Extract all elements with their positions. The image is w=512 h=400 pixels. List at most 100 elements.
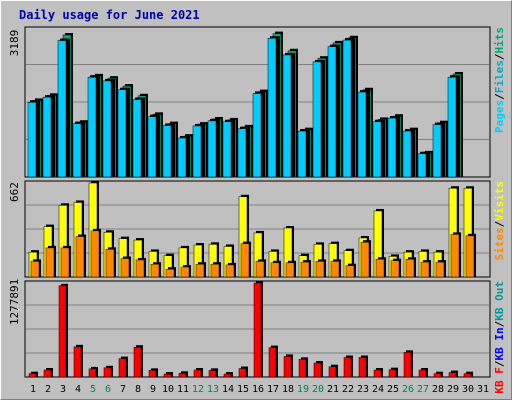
day-label: 30 <box>462 384 474 395</box>
day-label: 8 <box>135 384 141 395</box>
hits-bar <box>73 124 81 177</box>
day-label: 9 <box>150 384 156 395</box>
hits-bar <box>133 99 141 177</box>
kbf-bar <box>254 283 261 377</box>
legend-sites-visits: Sites/Visits <box>493 181 506 261</box>
day-label: 6 <box>105 384 111 395</box>
hits-bar <box>268 38 276 177</box>
day-label: 17 <box>267 384 279 395</box>
hits-bar <box>328 47 336 177</box>
hits-bar <box>283 55 291 177</box>
hits-bar <box>163 125 171 177</box>
sites-bar <box>421 262 429 277</box>
day-label: 22 <box>342 384 354 395</box>
day-label: 1 <box>30 384 36 395</box>
kbf-bar <box>374 370 381 377</box>
hits-bar <box>103 81 111 177</box>
hits-bar <box>58 41 66 177</box>
legend-hits-files-pages-hits: Hits <box>493 27 506 54</box>
hits-bar <box>118 90 126 177</box>
sites-bar <box>106 249 114 277</box>
sites-bar <box>151 264 159 277</box>
day-label: 7 <box>120 384 126 395</box>
legend-kbytes-kb-in: KB In <box>493 327 506 360</box>
kbf-bar <box>149 370 156 377</box>
legend-sites-visits-sites: Sites <box>493 227 506 260</box>
panel-2-ymax-label: 662 <box>8 182 21 202</box>
sites-bar <box>256 261 264 277</box>
day-label: 13 <box>207 384 219 395</box>
legend-hits-files-pages-files: Files <box>493 60 506 93</box>
day-label: 12 <box>192 384 204 395</box>
kbf-bar <box>419 370 426 377</box>
kbf-bar <box>344 358 351 377</box>
day-label: 20 <box>312 384 324 395</box>
kbf-bar <box>119 359 126 377</box>
kbf-bar <box>299 359 306 377</box>
kbf-bar <box>89 369 96 377</box>
kbf-bar <box>239 369 246 377</box>
legend-kbytes-kb-out: KB Out <box>493 281 506 321</box>
kbf-bar <box>209 370 216 377</box>
kbf-bar <box>179 373 186 377</box>
sites-bar <box>46 248 54 277</box>
sites-bar <box>361 242 369 277</box>
legend-sites-visits-visits: Visits <box>493 181 506 221</box>
kbf-bar <box>404 352 411 377</box>
day-label: 14 <box>222 384 234 395</box>
day-label: 27 <box>417 384 429 395</box>
day-label: 25 <box>387 384 399 395</box>
kbf-bar <box>359 358 366 377</box>
sites-bar <box>376 259 384 277</box>
day-label: 21 <box>327 384 339 395</box>
day-label: 23 <box>357 384 369 395</box>
hits-bar <box>343 40 351 177</box>
sites-bar <box>406 259 414 277</box>
hits-bar <box>28 102 36 177</box>
sites-bar <box>61 248 69 277</box>
kbf-bar <box>194 370 201 377</box>
panel-3-ymax-label: 1277891 <box>8 279 21 325</box>
hits-bar <box>388 118 396 177</box>
day-label: 5 <box>90 384 96 395</box>
kbf-bar <box>464 374 471 377</box>
day-label: 15 <box>237 384 249 395</box>
hits-bar <box>448 77 456 177</box>
hits-bar <box>373 122 381 177</box>
hits-bar <box>358 92 366 177</box>
day-label: 29 <box>447 384 459 395</box>
sites-bar <box>76 237 84 277</box>
hits-bar <box>208 121 216 177</box>
hits-bar <box>238 129 246 177</box>
day-label: 28 <box>432 384 444 395</box>
sites-bar <box>91 231 99 277</box>
hits-bar <box>178 138 186 177</box>
hits-bar <box>193 126 201 177</box>
sites-bar <box>286 263 294 277</box>
sites-bar <box>136 260 144 277</box>
legend-hits-files-pages: Pages/Files/Hits <box>493 27 506 133</box>
day-label: 19 <box>297 384 309 395</box>
hits-bar <box>88 77 96 177</box>
sites-bar <box>436 262 444 277</box>
sites-bar <box>211 264 219 277</box>
day-label: 18 <box>282 384 294 395</box>
kbf-bar <box>329 367 336 377</box>
kbf-bar <box>29 374 36 377</box>
kbf-bar <box>269 348 276 377</box>
sites-bar <box>241 244 249 277</box>
kbf-bar <box>314 363 321 377</box>
sites-bar <box>466 236 474 277</box>
kbf-bar <box>164 374 171 377</box>
hits-bar <box>418 154 426 177</box>
sites-bar <box>391 261 399 277</box>
sites-bar <box>451 234 459 277</box>
kbf-bar <box>389 370 396 377</box>
hits-bar <box>43 97 51 177</box>
sites-bar <box>301 262 309 277</box>
sites-bar <box>226 265 234 277</box>
hits-bar <box>433 125 441 177</box>
day-label: 31 <box>477 384 489 395</box>
day-label: 10 <box>162 384 174 395</box>
sites-bar <box>181 267 189 277</box>
